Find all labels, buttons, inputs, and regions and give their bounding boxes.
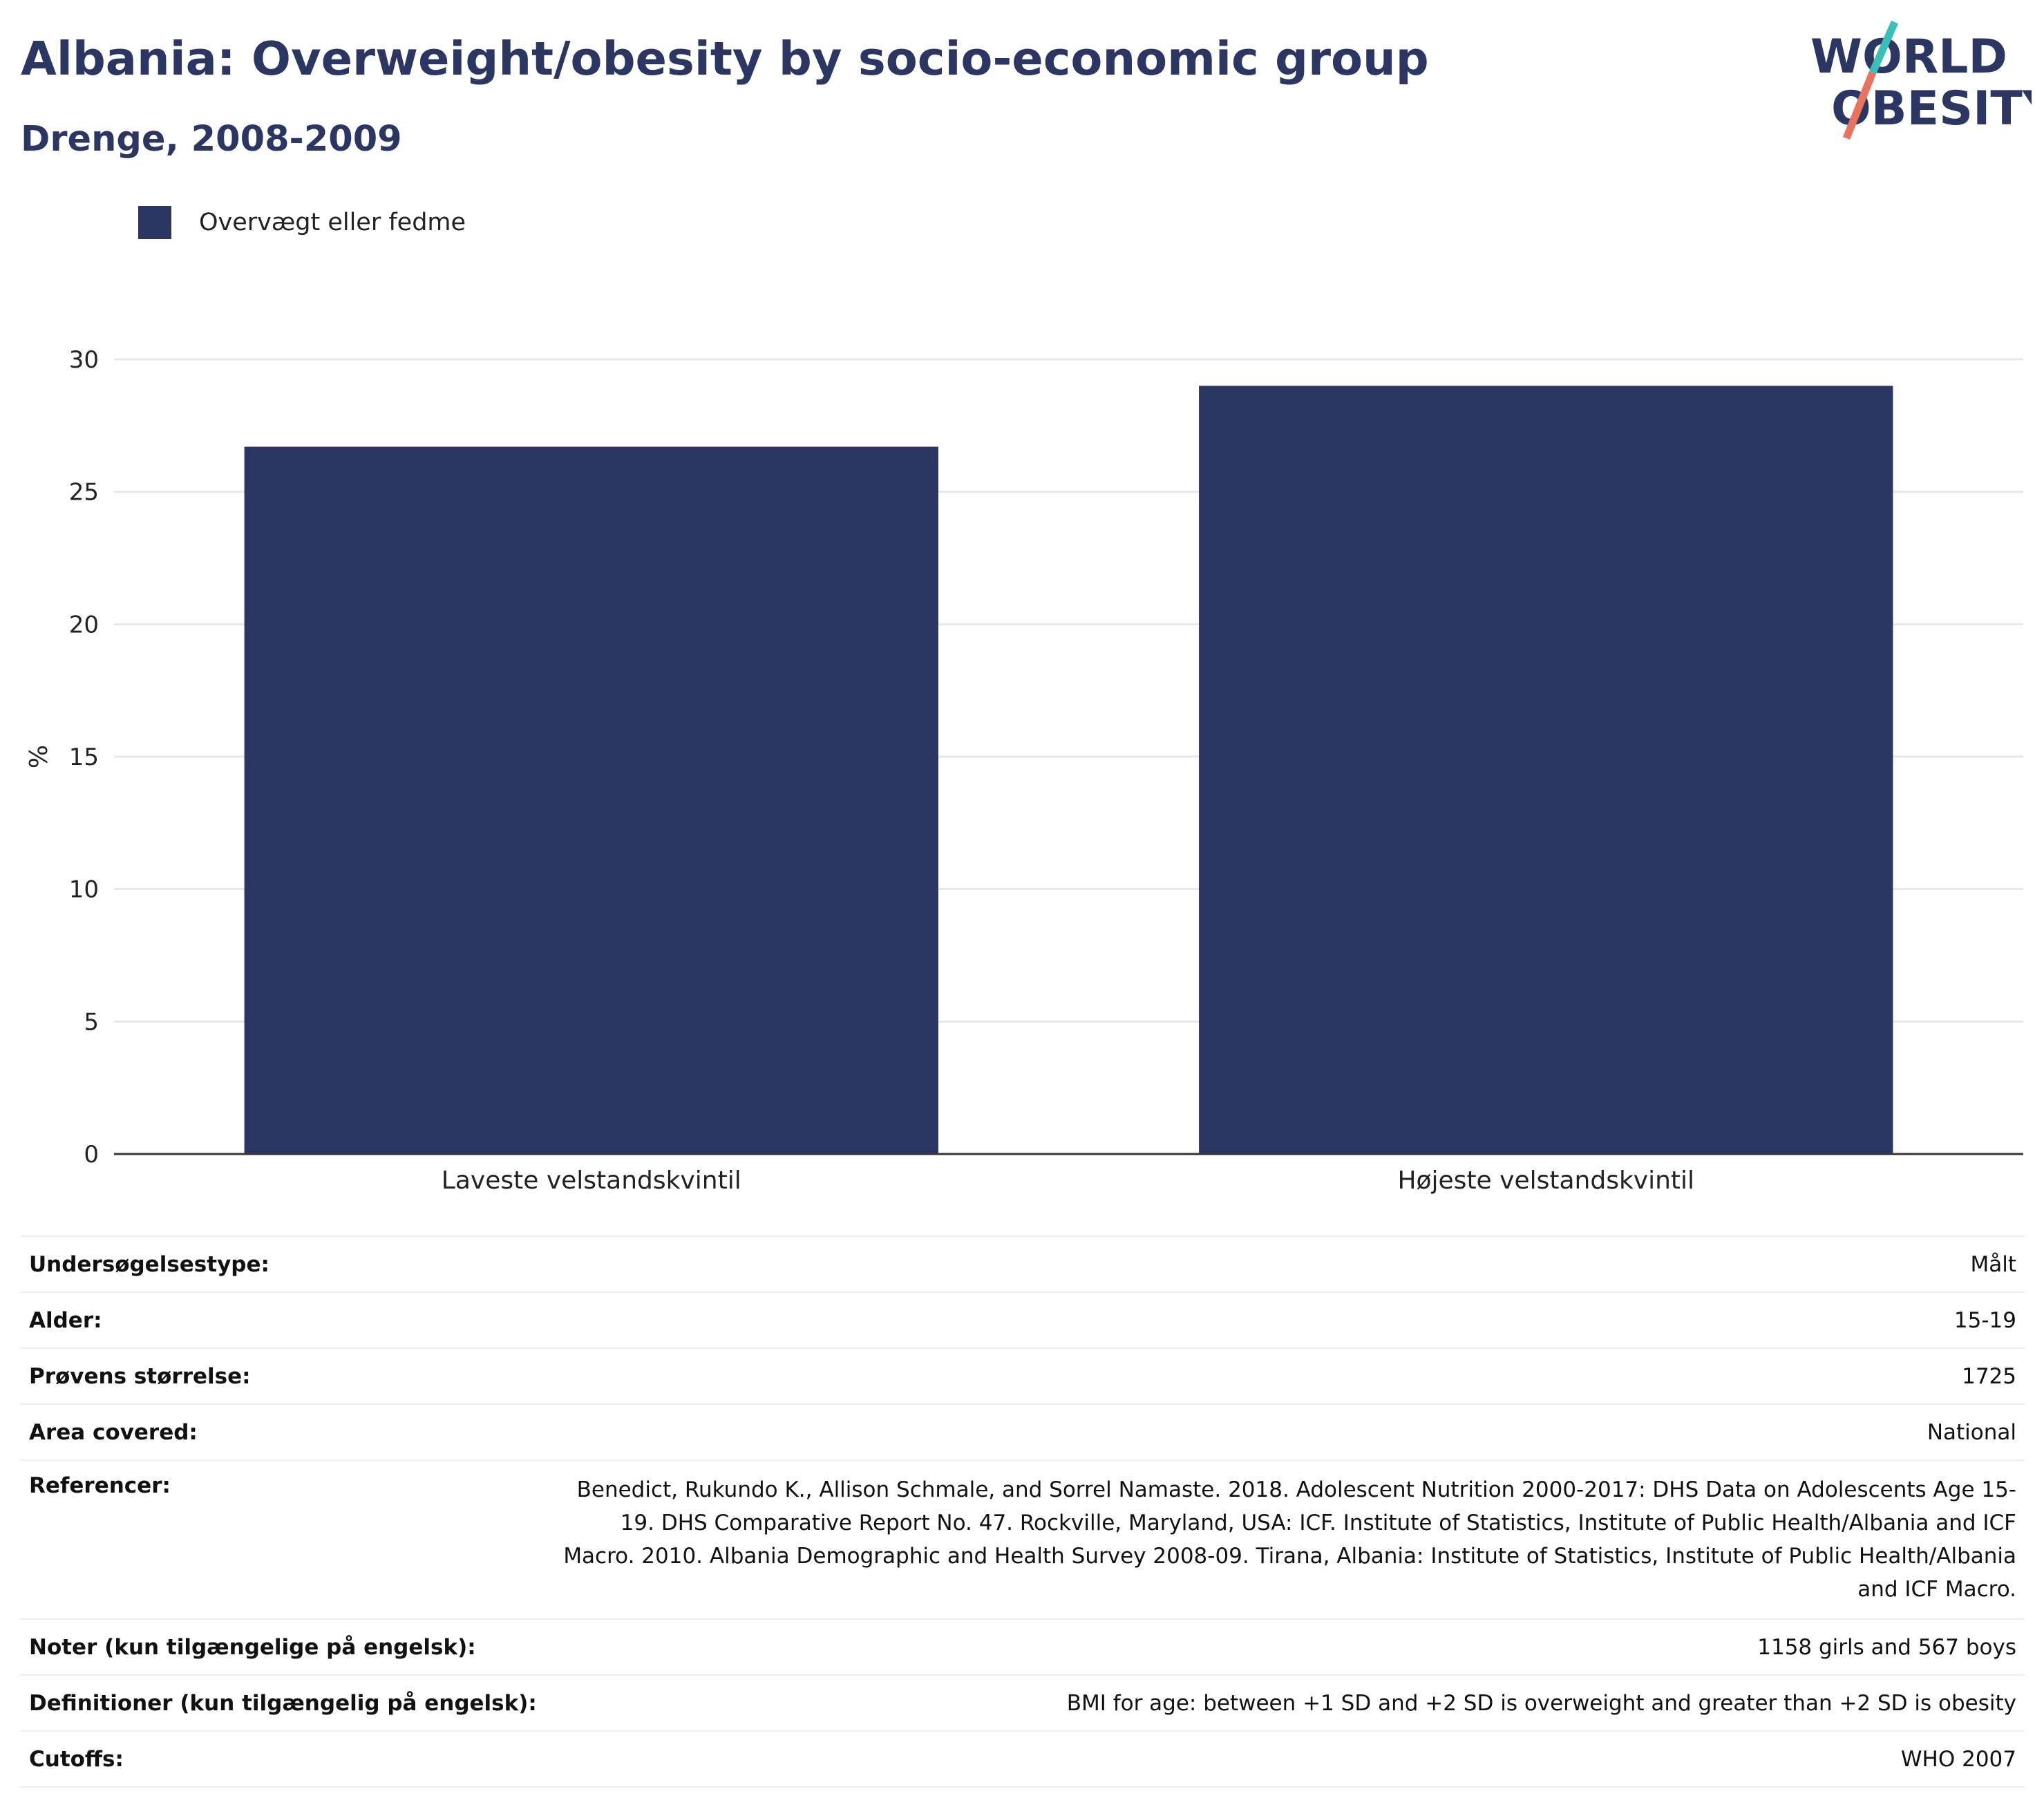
info-value: WHO 2007 (545, 1730, 2025, 1788)
info-row: Noter (kun tilgængelige på engelsk): 1158… (21, 1618, 2025, 1675)
info-row: Alder: 15-19 (21, 1292, 2025, 1348)
info-row: Area covered: National (21, 1403, 2025, 1460)
info-row: Cutoffs: WHO 2007 (21, 1730, 2025, 1788)
info-key: Referencer: (21, 1459, 545, 1619)
info-row: Undersøgelsestype: Målt (21, 1236, 2025, 1292)
y-tick-label: 0 (84, 1141, 99, 1169)
info-key: Prøvens størrelse: (21, 1347, 545, 1404)
legend-swatch (138, 206, 171, 239)
bar-chart: 0 5 10 15 20 25 30 Laveste velstandskvintil Høje… (25, 346, 2023, 1195)
info-value: Målt (545, 1236, 2025, 1292)
info-key: Cutoffs: (21, 1730, 545, 1788)
logo-slash-top (1868, 21, 1899, 75)
bar[interactable] (1199, 386, 1893, 1155)
legend[interactable]: Overvægt eller fedme (138, 206, 466, 239)
info-value: National (545, 1403, 2025, 1460)
info-key: Undersøgelsestype: (21, 1236, 545, 1292)
info-value: 1725 (545, 1347, 2025, 1404)
info-row: Prøvens størrelse: 1725 (21, 1347, 2025, 1404)
bar[interactable] (244, 446, 938, 1155)
info-row: Definitioner (kun tilgængelig på engelsk… (21, 1674, 2025, 1731)
info-key: Definitioner (kun tilgængelig på engelsk… (21, 1674, 545, 1731)
info-key: Noter (kun tilgængelige på engelsk): (21, 1618, 545, 1675)
y-axis-label: % (25, 745, 53, 768)
y-tick-label: 25 (69, 479, 99, 507)
y-tick-label: 15 (69, 744, 99, 771)
world-obesity-logo: WORLD OBESITY (1810, 21, 2032, 140)
info-key: Area covered: (21, 1403, 545, 1460)
y-tick-label: 5 (84, 1008, 99, 1036)
x-tick-label: Højeste velstandskvintil (1397, 1166, 1694, 1195)
logo-line-world: WORLD (1810, 30, 2007, 84)
chart-subtitle: Drenge, 2008-2009 (21, 119, 402, 160)
info-value: 1158 girls and 567 boys (545, 1618, 2025, 1675)
info-table: Undersøgelsestype: Målt Alder: 15-19 Prøvens… (21, 1236, 2025, 1788)
info-key: Alder: (21, 1292, 545, 1348)
y-tick-label: 30 (69, 346, 99, 374)
legend-label: Overvægt eller fedme (199, 209, 466, 236)
chart-title: Albania: Overweight/obesity by socio-eco… (21, 32, 1429, 86)
x-tick-label: Laveste velstandskvintil (442, 1166, 741, 1195)
info-value: Benedict, Rukundo K., Allison Schmale, a… (545, 1459, 2025, 1619)
y-tick-label: 10 (69, 876, 99, 904)
info-value: 15-19 (545, 1292, 2025, 1348)
info-value: BMI for age: between +1 SD and +2 SD is … (545, 1674, 2025, 1731)
y-tick-label: 20 (69, 611, 99, 639)
info-row: Referencer: Benedict, Rukundo K., Allison… (21, 1459, 2025, 1619)
logo-slash-bottom (1842, 70, 1877, 140)
